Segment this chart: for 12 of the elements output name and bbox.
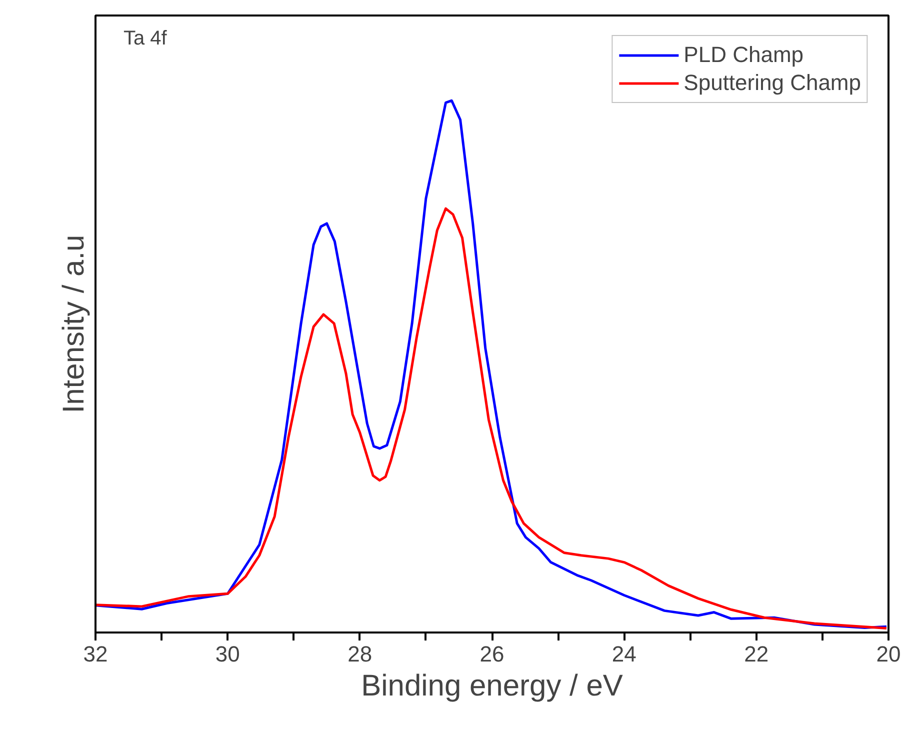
x-tick-label: 20 — [876, 642, 901, 666]
legend-label: PLD Champ — [684, 42, 804, 68]
text: Ta 4f — [124, 28, 168, 50]
x-tick-label: 32 — [83, 642, 108, 666]
x-tick-label: 30 — [215, 642, 240, 666]
y-axis-title: Intensity / a.u — [58, 234, 90, 414]
legend-label: Sputtering Champ — [684, 70, 861, 96]
x-tick-label: 28 — [348, 642, 372, 666]
x-axis-title: Binding energy / eV — [361, 670, 623, 702]
x-tick-label: 22 — [744, 642, 769, 666]
x-tick-label: 24 — [612, 642, 636, 666]
x-tick-label: 26 — [480, 642, 504, 666]
